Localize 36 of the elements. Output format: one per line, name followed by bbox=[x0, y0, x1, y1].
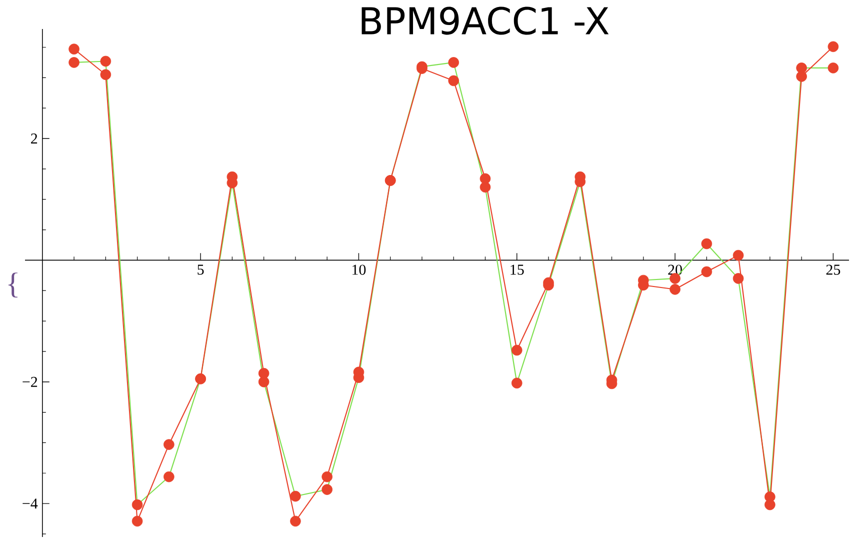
point bbox=[322, 484, 332, 495]
point bbox=[290, 516, 301, 527]
point bbox=[796, 71, 807, 82]
text: { bbox=[8, 272, 18, 298]
x-tick-label: 25 bbox=[826, 264, 840, 275]
point bbox=[258, 368, 270, 379]
point bbox=[511, 344, 522, 356]
point bbox=[290, 490, 301, 502]
x-tick-label: 5 bbox=[198, 264, 204, 275]
point bbox=[701, 266, 712, 278]
point bbox=[100, 69, 112, 80]
chart-title: BPM9ACC1 -X bbox=[362, 6, 609, 35]
point bbox=[132, 516, 143, 527]
point bbox=[322, 471, 332, 482]
y-tick-label: −2 bbox=[22, 376, 38, 387]
point bbox=[670, 284, 680, 295]
point bbox=[732, 250, 744, 261]
point bbox=[68, 57, 80, 68]
point bbox=[764, 499, 776, 510]
point bbox=[100, 56, 112, 67]
point bbox=[164, 471, 174, 482]
point bbox=[68, 44, 80, 54]
point bbox=[448, 75, 460, 86]
point bbox=[828, 41, 839, 52]
point bbox=[164, 439, 174, 450]
point bbox=[132, 499, 143, 510]
point bbox=[480, 173, 491, 184]
point bbox=[732, 273, 744, 284]
point bbox=[448, 57, 460, 68]
point bbox=[511, 378, 522, 388]
x-tick-label: 15 bbox=[510, 264, 524, 275]
x-tick-label: 10 bbox=[352, 264, 366, 275]
point bbox=[828, 62, 839, 74]
y-tick-label: −4 bbox=[22, 498, 38, 508]
y-tick-label: 2 bbox=[31, 134, 38, 144]
point bbox=[701, 238, 712, 250]
